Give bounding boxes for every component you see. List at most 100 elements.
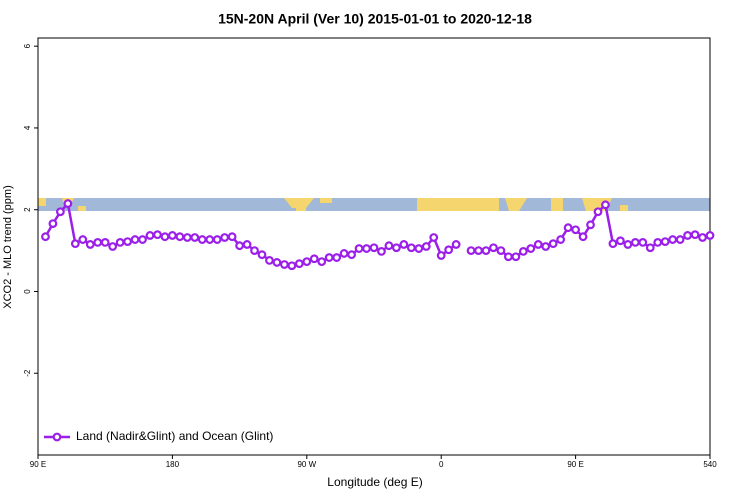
data-point (123, 237, 132, 246)
data-point (414, 244, 424, 253)
data-point (601, 200, 610, 210)
data-point (317, 257, 327, 267)
data-point (518, 247, 528, 256)
data-point (250, 246, 259, 255)
data-point (451, 240, 461, 249)
data-point (623, 240, 633, 249)
data-point (227, 232, 237, 242)
data-point (436, 251, 446, 260)
data-point (70, 239, 80, 249)
data-point (630, 238, 640, 247)
data-point (108, 242, 118, 251)
data-point (41, 232, 50, 242)
data-point (675, 235, 685, 244)
x-tick-label: 90 E (567, 460, 583, 469)
legend-marker (52, 432, 62, 442)
data-point (645, 243, 655, 253)
data-point (548, 239, 558, 249)
data-point (160, 232, 170, 242)
data-point (324, 253, 334, 262)
data-point (421, 242, 431, 251)
y-tick-label: 2 (23, 207, 32, 212)
data-point (638, 238, 648, 247)
x-axis-title: Longitude (deg E) (327, 475, 422, 489)
data-point (130, 235, 140, 244)
data-point (504, 252, 513, 262)
data-point (63, 199, 73, 208)
data-point (257, 250, 267, 260)
data-point (690, 230, 700, 240)
data-point (593, 207, 603, 217)
data-point (496, 246, 506, 255)
data-point (302, 257, 312, 267)
y-tick-label: -2 (23, 369, 32, 377)
data-point (660, 237, 670, 246)
data-point (466, 246, 476, 255)
data-point (653, 238, 663, 247)
data-point (272, 258, 282, 267)
data-point (586, 220, 595, 230)
data-point (526, 244, 536, 253)
y-tick-label: 4 (23, 125, 32, 130)
data-point (235, 241, 245, 251)
map-strip (38, 198, 710, 211)
data-point (175, 232, 185, 242)
data-point (115, 238, 125, 247)
data-point (182, 233, 192, 242)
data-point (705, 231, 715, 240)
data-point (384, 241, 394, 251)
data-point (578, 232, 588, 242)
data-point (56, 207, 65, 217)
data-point (242, 240, 252, 249)
data-line (44, 200, 711, 267)
data-point (265, 256, 274, 265)
data-point (399, 240, 409, 249)
data-point (392, 243, 401, 253)
data-point (197, 235, 207, 244)
x-tick-label: 90 W (297, 460, 316, 469)
plot-frame (37, 37, 711, 456)
data-point (571, 225, 580, 235)
data-point (406, 243, 416, 253)
data-point (220, 233, 230, 242)
data-point (362, 244, 371, 253)
data-point (78, 235, 88, 244)
x-tick-label: 90 E (30, 460, 46, 469)
x-tick-label: 540 (703, 460, 717, 469)
data-point (100, 238, 110, 247)
data-point (212, 235, 222, 244)
y-axis-title: XCO2 - MLO trend (ppm) (2, 185, 14, 308)
data-point (138, 235, 147, 244)
data-point (190, 233, 200, 242)
data-point (377, 247, 386, 256)
data-point (541, 242, 551, 251)
data-point (93, 238, 103, 247)
data-point (698, 233, 707, 242)
x-tick-label: 180 (166, 460, 180, 469)
data-point (309, 254, 319, 264)
data-point (145, 231, 155, 240)
data-point (429, 233, 439, 242)
data-point (287, 261, 297, 271)
data-point (489, 243, 498, 253)
y-tick-label: 0 (23, 289, 32, 294)
data-point (563, 223, 573, 233)
chart-title: 15N-20N April (Ver 10) 2015-01-01 to 202… (218, 11, 532, 27)
data-point (533, 240, 543, 249)
y-tick-label: 6 (23, 43, 32, 48)
data-point (354, 244, 364, 253)
data-point (616, 236, 625, 246)
data-point (481, 246, 491, 255)
data-point (205, 235, 215, 244)
x-tick-label: 0 (439, 460, 444, 469)
data-point (280, 260, 289, 269)
legend-label: Land (Nadir&Glint) and Ocean (Glint) (76, 429, 273, 443)
data-point (608, 239, 618, 249)
data-point (332, 253, 342, 262)
data-point (167, 231, 177, 240)
data-point (347, 250, 357, 260)
data-point (339, 249, 349, 258)
data-point (511, 252, 521, 262)
